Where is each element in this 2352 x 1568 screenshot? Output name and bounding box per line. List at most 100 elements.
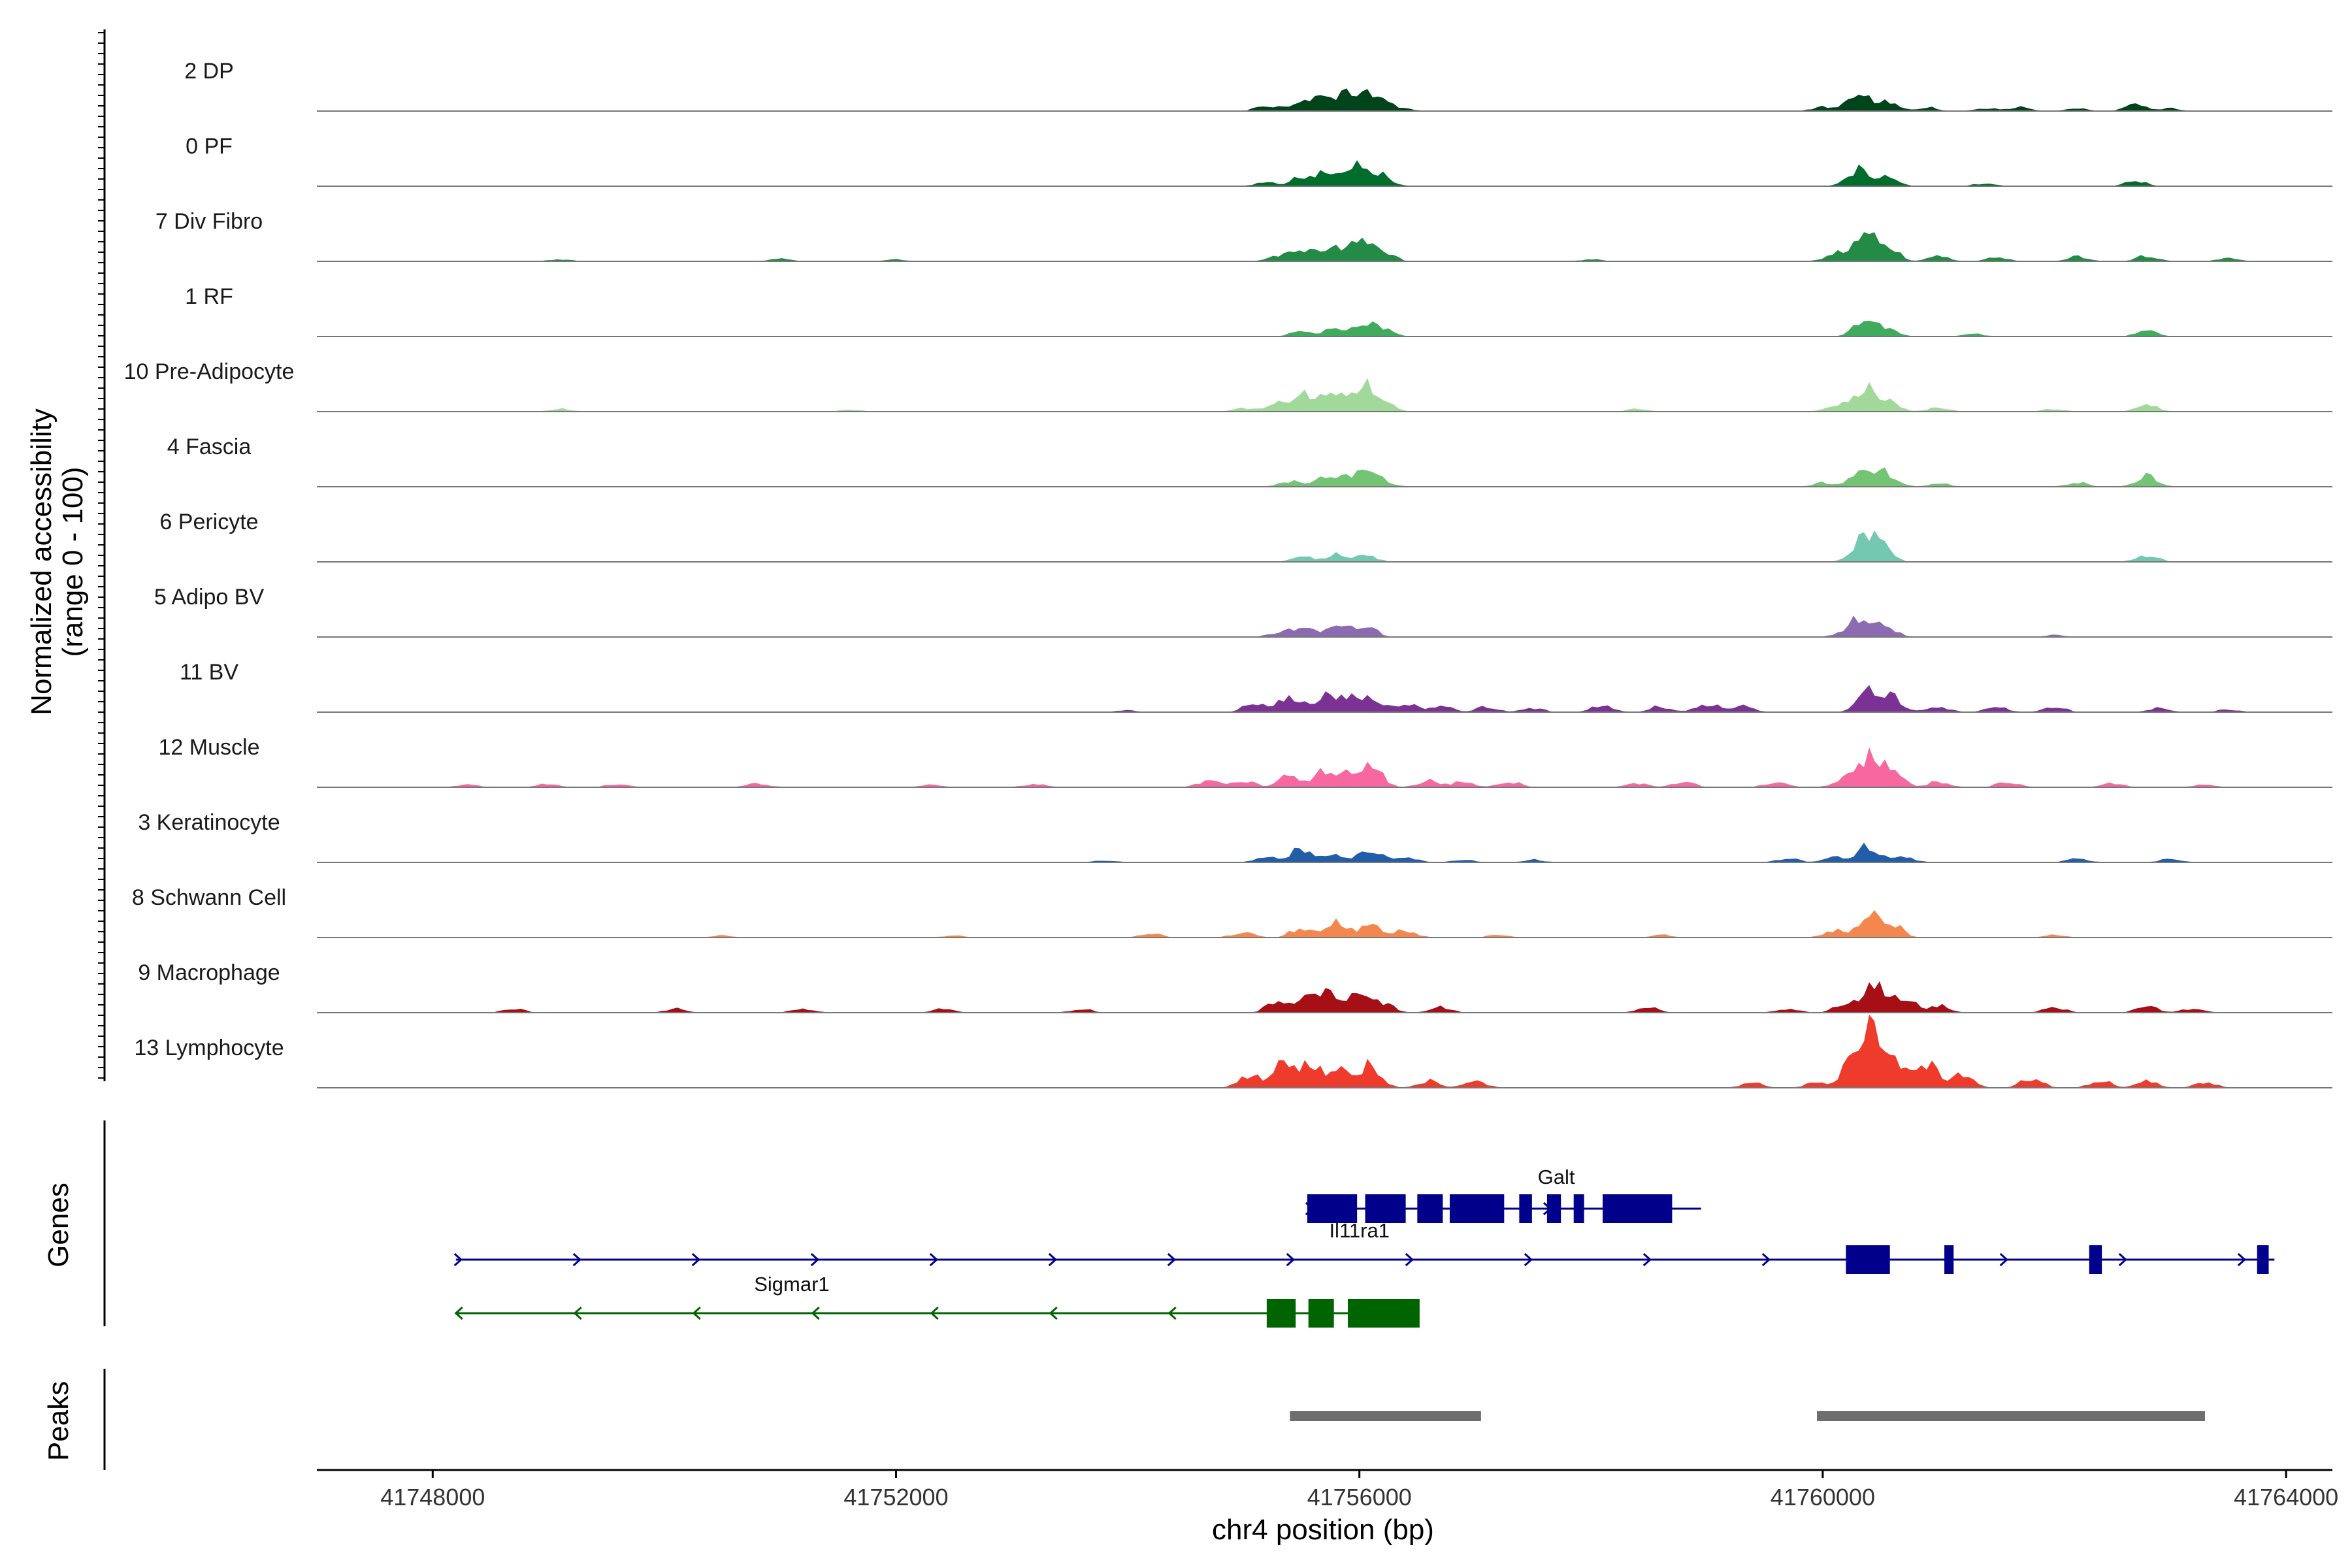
peaks-panel-label: Peaks (42, 1381, 74, 1461)
track-signal (317, 842, 2332, 862)
track-label: 8 Schwann Cell (132, 885, 286, 910)
gene-strand-arrow (691, 1252, 701, 1267)
track-4-fascia: 4 Fascia (167, 434, 2332, 487)
gene-strand-arrow (1167, 1252, 1177, 1267)
track-label: 6 Pericyte (159, 510, 258, 534)
gene-strand-arrow (1405, 1252, 1414, 1267)
track-signal (317, 160, 2332, 186)
accessibility-tracks: 2 DP 0 PF 7 Div Fibro 1 RF 10 Pre-Adipocyte 4… (124, 59, 2332, 1088)
track-2-dp: 2 DP (184, 59, 2332, 112)
gene-exon (1449, 1194, 1505, 1223)
peak-region (1290, 1411, 1481, 1421)
track-label: 1 RF (185, 284, 233, 309)
genes-panel-label: Genes (42, 1183, 74, 1267)
gene-exon (1573, 1194, 1584, 1223)
track-signal (317, 1015, 2332, 1088)
track-label: 11 BV (180, 660, 238, 685)
track-9-macrophage: 9 Macrophage (138, 960, 2332, 1013)
track-label: 7 Div Fibro (155, 209, 263, 234)
gene-strand-arrow (453, 1252, 463, 1267)
y-axis-label: Normalized accessibility (25, 408, 57, 715)
track-label: 0 PF (186, 134, 233, 159)
track-signal (317, 615, 2332, 637)
x-tick-label: 41748000 (380, 1484, 485, 1511)
gene-strand-arrow (1999, 1252, 2009, 1267)
track-signal (317, 232, 2332, 261)
gene-strand-arrow (929, 1252, 939, 1267)
track-signal (317, 320, 2332, 336)
gene-exon (1944, 1245, 1954, 1274)
gene-exon (1603, 1194, 1673, 1223)
track-label: 12 Muscle (159, 735, 260, 760)
gene-galt: Galt (1305, 1166, 1701, 1223)
x-tick-label: 41760000 (1771, 1484, 1875, 1511)
gene-exon (2257, 1245, 2269, 1274)
gene-name-label: Il11ra1 (1329, 1219, 1390, 1242)
track-label: 3 Keratinocyte (138, 810, 280, 835)
gene-strand-arrow (930, 1306, 939, 1320)
gene-strand-arrow (1524, 1252, 1533, 1267)
gene-exon (1308, 1299, 1334, 1328)
peak-region (1817, 1411, 2205, 1421)
track-7-div-fibro: 7 Div Fibro (155, 209, 2332, 262)
gene-exon (1307, 1194, 1358, 1223)
x-tick-label: 41756000 (1307, 1484, 1412, 1511)
track-signal (317, 910, 2332, 938)
track-0-pf: 0 PF (186, 134, 2332, 187)
gene-strand-arrow (810, 1252, 820, 1267)
x-axis-label: chr4 position (bp) (1212, 1514, 1434, 1546)
x-axis: 41748000 41752000 41756000 41760000 41764000 (317, 1469, 2338, 1511)
gene-strand-arrow (811, 1306, 820, 1320)
x-tick-label: 41752000 (843, 1484, 948, 1511)
gene-strand-arrow (1286, 1252, 1296, 1267)
y-axis-label-range: (range 0 - 100) (57, 466, 89, 657)
gene-strand-arrow (1168, 1306, 1177, 1320)
track-signal (317, 378, 2332, 412)
track-signal (317, 88, 2332, 111)
gene-strand-arrow (1761, 1252, 1771, 1267)
gene-exon (1347, 1299, 1420, 1328)
track-12-muscle: 12 Muscle (159, 735, 2332, 788)
track-label: 4 Fascia (167, 434, 252, 459)
gene-exon (1846, 1245, 1890, 1274)
track-signal (317, 747, 2332, 787)
gene-strand-arrow (1048, 1252, 1058, 1267)
track-11-bv: 11 BV (180, 660, 2332, 713)
gene-exon (2089, 1245, 2102, 1274)
track-label: 10 Pre-Adipocyte (124, 359, 295, 384)
gene-exon (1546, 1194, 1561, 1223)
genes-panel: Galt Il11ra1 Sigmar1 (103, 1120, 2275, 1328)
track-signal (317, 685, 2332, 712)
track-signal (317, 531, 2332, 562)
track-10-pre-adipocyte: 10 Pre-Adipocyte (124, 359, 2332, 412)
track-signal (317, 981, 2332, 1013)
track-3-keratinocyte: 3 Keratinocyte (138, 810, 2332, 863)
gene-strand-arrow (2237, 1252, 2247, 1267)
gene-sigmar1: Sigmar1 (454, 1273, 1420, 1328)
gene-strand-arrow (692, 1306, 701, 1320)
track-6-pericyte: 6 Pericyte (159, 510, 2332, 563)
gene-strand-arrow (573, 1306, 582, 1320)
gene-exon (1365, 1194, 1406, 1223)
gene-exon (1417, 1194, 1443, 1223)
track-label: 5 Adipo BV (154, 585, 265, 610)
track-8-schwann-cell: 8 Schwann Cell (132, 885, 2332, 938)
gene-exon (1519, 1194, 1532, 1223)
x-tick-label: 41764000 (2234, 1484, 2338, 1511)
track-label: 2 DP (184, 59, 234, 84)
gene-strand-arrow (454, 1306, 463, 1320)
gene-strand-arrow (2118, 1252, 2128, 1267)
track-13-lymphocyte: 13 Lymphocyte (134, 1015, 2332, 1088)
gene-name-label: Galt (1538, 1166, 1575, 1188)
track-1-rf: 1 RF (185, 284, 2332, 337)
gene-exon (1266, 1299, 1296, 1328)
gene-strand-arrow (1642, 1252, 1652, 1267)
track-signal (317, 467, 2332, 487)
y-axis (98, 29, 106, 1081)
track-label: 9 Macrophage (138, 960, 280, 985)
track-5-adipo-bv: 5 Adipo BV (154, 585, 2332, 638)
gene-il11ra1: Il11ra1 (453, 1219, 2275, 1274)
gene-strand-arrow (1049, 1306, 1058, 1320)
gene-name-label: Sigmar1 (754, 1273, 829, 1296)
